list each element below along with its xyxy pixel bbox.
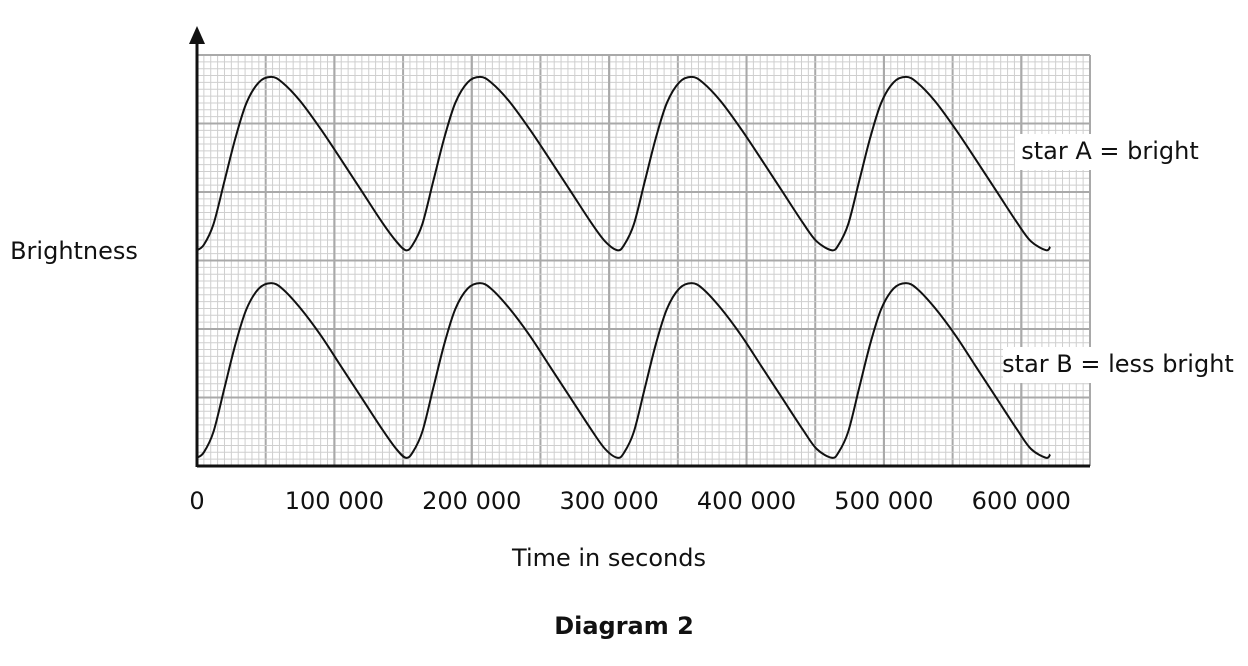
y-axis-label: Brightness xyxy=(10,237,138,265)
x-tick-label: 100 000 xyxy=(285,487,384,515)
x-tick-label: 500 000 xyxy=(834,487,933,515)
series-label: star A = bright xyxy=(1021,137,1199,165)
x-tick-label: 200 000 xyxy=(422,487,521,515)
caption: Diagram 2 xyxy=(554,612,694,640)
series-line xyxy=(196,282,1051,459)
plot xyxy=(196,75,1051,459)
y-axis-arrow xyxy=(189,26,205,44)
label-background xyxy=(1015,134,1205,170)
x-tick-label: 0 xyxy=(189,487,204,515)
series-label: star B = less bright xyxy=(1002,350,1234,378)
x-tick-label: 400 000 xyxy=(697,487,796,515)
label-background xyxy=(1003,347,1233,383)
grid xyxy=(196,54,1091,467)
x-tick-label: 600 000 xyxy=(972,487,1071,515)
x-axis-label: Time in seconds xyxy=(511,544,706,572)
x-tick-label: 300 000 xyxy=(560,487,659,515)
series-line xyxy=(196,75,1051,252)
